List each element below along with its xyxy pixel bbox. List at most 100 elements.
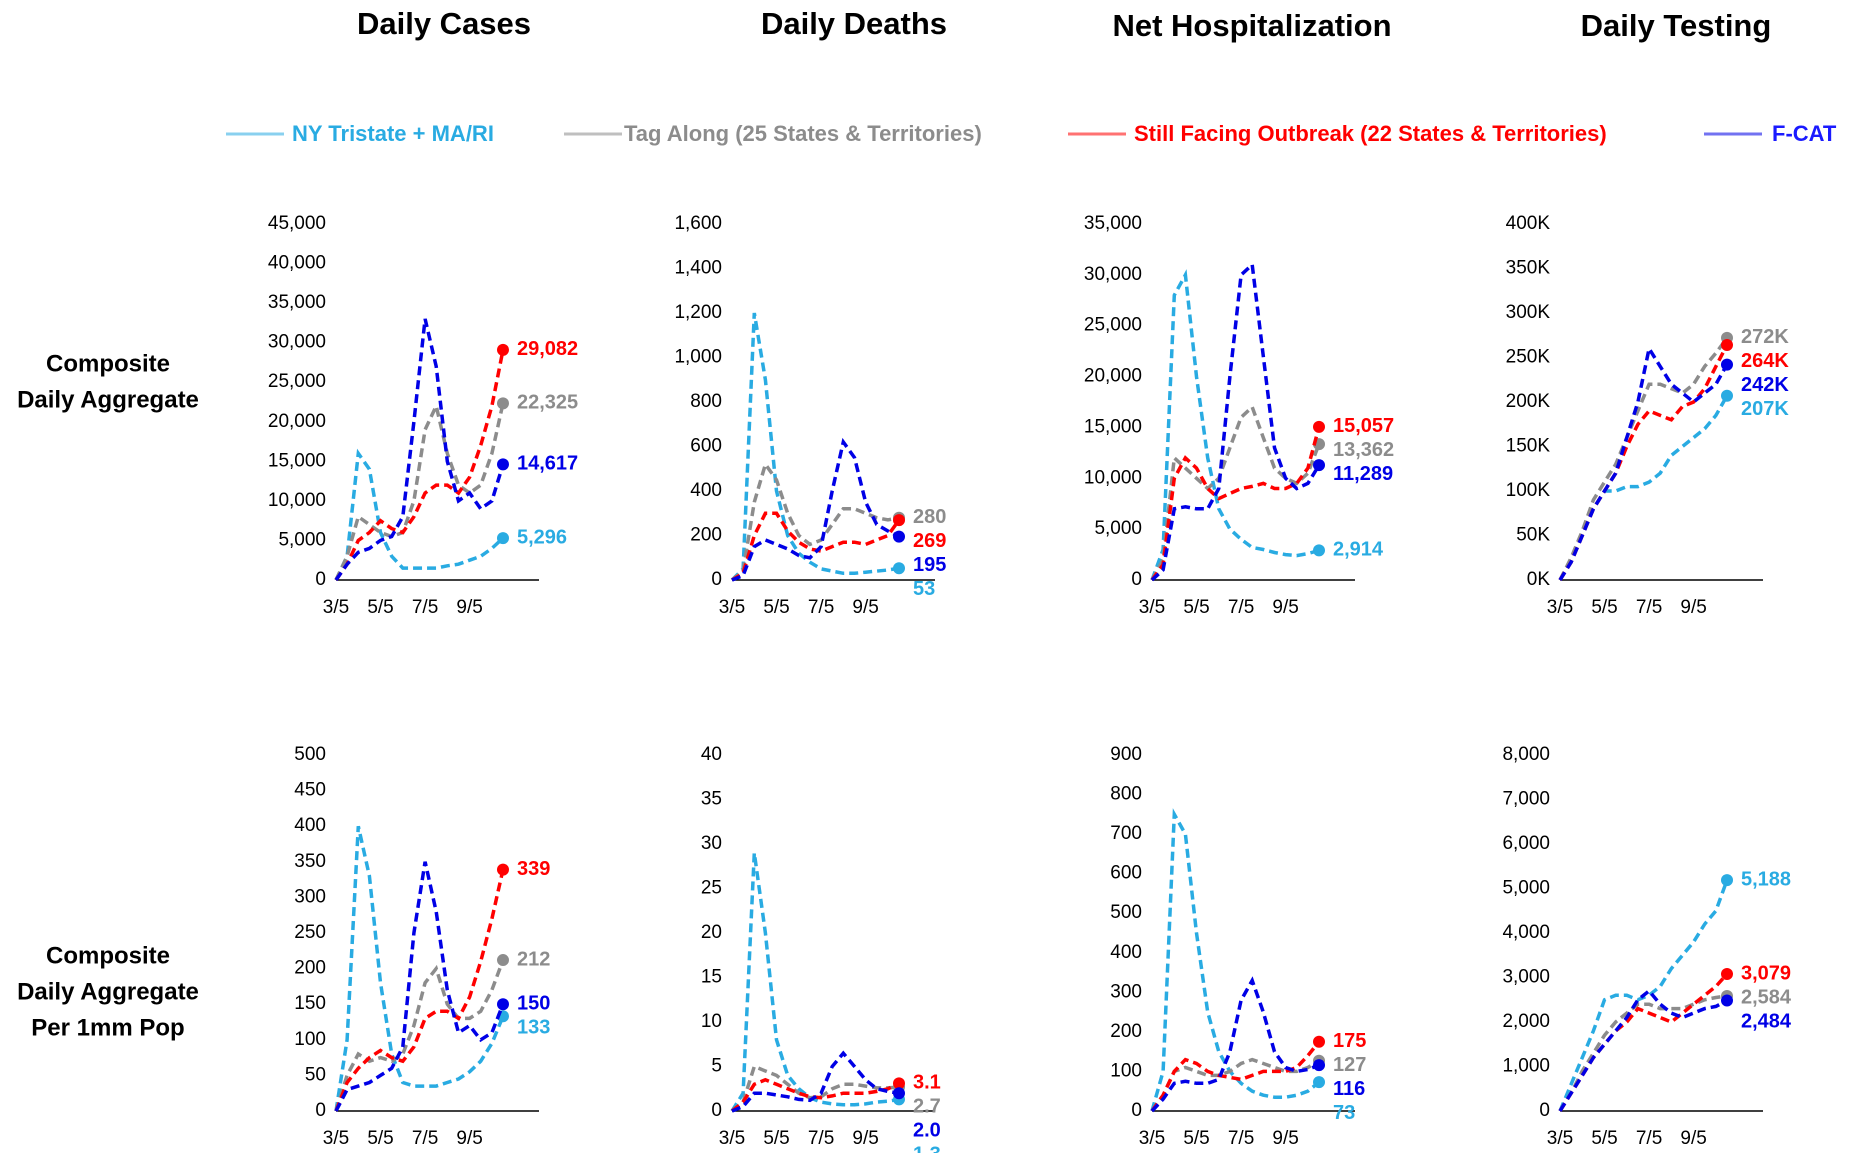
x-tick-label: 3/5 bbox=[1139, 597, 1165, 618]
y-tick-label: 8,000 bbox=[1502, 744, 1550, 765]
y-tick-label: 1,600 bbox=[674, 213, 722, 234]
value-label: 2.0 bbox=[913, 1120, 941, 1142]
x-tick-label: 7/5 bbox=[412, 1128, 438, 1149]
value-label: 127 bbox=[1333, 1054, 1366, 1076]
value-label: 5,188 bbox=[1741, 868, 1791, 890]
x-tick-label: 3/5 bbox=[323, 597, 349, 618]
y-tick-label: 200 bbox=[294, 958, 326, 979]
y-tick-label: 150 bbox=[294, 993, 326, 1014]
row-label: Composite bbox=[46, 350, 170, 377]
series-line bbox=[1150, 808, 1321, 1112]
y-tick-label: 25,000 bbox=[268, 371, 326, 392]
y-tick-label: 15,000 bbox=[1084, 416, 1142, 437]
series-line bbox=[334, 349, 505, 582]
x-tick-label: 3/5 bbox=[1139, 1128, 1165, 1149]
x-tick-label: 5/5 bbox=[1183, 1128, 1209, 1149]
y-tick-label: 35,000 bbox=[268, 292, 326, 313]
value-label: 133 bbox=[517, 1016, 550, 1038]
end-point bbox=[893, 1077, 905, 1090]
y-tick-label: 6,000 bbox=[1502, 833, 1550, 854]
y-tick-label: 35,000 bbox=[1084, 213, 1142, 234]
y-tick-label: 20,000 bbox=[1084, 366, 1142, 387]
series-line bbox=[1150, 269, 1320, 581]
x-tick-label: 3/5 bbox=[323, 1128, 349, 1149]
y-tick-label: 1,200 bbox=[674, 302, 722, 323]
value-label: 53 bbox=[913, 578, 935, 600]
y-tick-label: 1,000 bbox=[674, 347, 722, 368]
end-point bbox=[1313, 1059, 1325, 1072]
value-label: 150 bbox=[517, 992, 550, 1014]
end-point bbox=[1313, 420, 1325, 433]
series-line bbox=[1150, 1040, 1321, 1113]
series-line bbox=[730, 460, 900, 582]
value-label: 2.7 bbox=[913, 1096, 941, 1118]
y-tick-label: 10 bbox=[701, 1011, 722, 1032]
y-tick-label: 100 bbox=[294, 1029, 326, 1050]
row-label: Daily Aggregate bbox=[17, 386, 199, 413]
end-point bbox=[497, 998, 509, 1011]
end-point bbox=[497, 532, 509, 545]
x-tick-label: 9/5 bbox=[852, 1128, 878, 1149]
end-point bbox=[1313, 1035, 1325, 1048]
y-tick-label: 50 bbox=[305, 1064, 326, 1085]
row-label: Composite bbox=[46, 942, 170, 969]
x-tick-label: 7/5 bbox=[808, 1128, 834, 1149]
y-tick-label: 5,000 bbox=[278, 529, 326, 550]
end-point bbox=[1721, 994, 1733, 1007]
x-tick-label: 5/5 bbox=[1591, 1128, 1617, 1149]
y-tick-label: 700 bbox=[1110, 823, 1142, 844]
x-tick-label: 9/5 bbox=[456, 1128, 482, 1149]
value-label: 1.3 bbox=[913, 1144, 941, 1153]
value-label: 2,584 bbox=[1741, 986, 1792, 1008]
y-tick-label: 250 bbox=[294, 922, 326, 943]
y-tick-label: 2,000 bbox=[1502, 1011, 1550, 1032]
value-label: 15,057 bbox=[1333, 415, 1394, 437]
value-label: 207K bbox=[1741, 398, 1789, 420]
series-line bbox=[730, 1064, 900, 1113]
y-tick-label: 20,000 bbox=[268, 411, 326, 432]
legend-label: Tag Along (25 States & Territories) bbox=[624, 121, 982, 146]
x-tick-label: 5/5 bbox=[763, 597, 789, 618]
y-tick-label: 10,000 bbox=[268, 490, 326, 511]
y-tick-label: 5,000 bbox=[1094, 518, 1142, 539]
y-tick-label: 10,000 bbox=[1084, 467, 1142, 488]
x-tick-label: 9/5 bbox=[1272, 1128, 1298, 1149]
series-line bbox=[1558, 394, 1729, 581]
y-tick-label: 400 bbox=[1110, 942, 1142, 963]
y-tick-label: 30,000 bbox=[1084, 264, 1142, 285]
value-label: 3,079 bbox=[1741, 962, 1791, 984]
value-label: 29,082 bbox=[517, 338, 578, 360]
value-label: 5,296 bbox=[517, 526, 567, 548]
x-tick-label: 9/5 bbox=[456, 597, 482, 618]
y-tick-label: 250K bbox=[1506, 347, 1551, 368]
series-line bbox=[1150, 1057, 1320, 1113]
y-tick-label: 300 bbox=[294, 886, 326, 907]
y-tick-label: 15 bbox=[701, 967, 722, 988]
y-tick-label: 500 bbox=[294, 744, 326, 765]
y-tick-label: 7,000 bbox=[1502, 789, 1550, 810]
end-point bbox=[893, 530, 905, 543]
y-tick-label: 200K bbox=[1506, 391, 1551, 412]
series-line bbox=[731, 437, 900, 582]
x-tick-label: 9/5 bbox=[852, 597, 878, 618]
end-point bbox=[893, 1087, 905, 1100]
y-tick-label: 400 bbox=[294, 815, 326, 836]
end-point bbox=[893, 514, 905, 527]
series-line bbox=[1558, 972, 1729, 1112]
x-tick-label: 7/5 bbox=[1636, 597, 1662, 618]
legend-label: NY Tristate + MA/RI bbox=[292, 121, 494, 146]
value-label: 272K bbox=[1741, 326, 1789, 348]
y-tick-label: 400K bbox=[1506, 213, 1551, 234]
x-tick-label: 5/5 bbox=[763, 1128, 789, 1149]
series-line bbox=[730, 852, 900, 1112]
y-tick-label: 25,000 bbox=[1084, 315, 1142, 336]
value-label: 13,362 bbox=[1333, 439, 1394, 461]
series-line bbox=[731, 1050, 900, 1113]
y-tick-label: 25 bbox=[701, 878, 722, 899]
end-point bbox=[497, 954, 509, 967]
value-label: 212 bbox=[517, 948, 550, 970]
y-tick-label: 0 bbox=[711, 1100, 722, 1121]
end-point bbox=[1721, 339, 1733, 352]
x-tick-label: 3/5 bbox=[1547, 597, 1573, 618]
